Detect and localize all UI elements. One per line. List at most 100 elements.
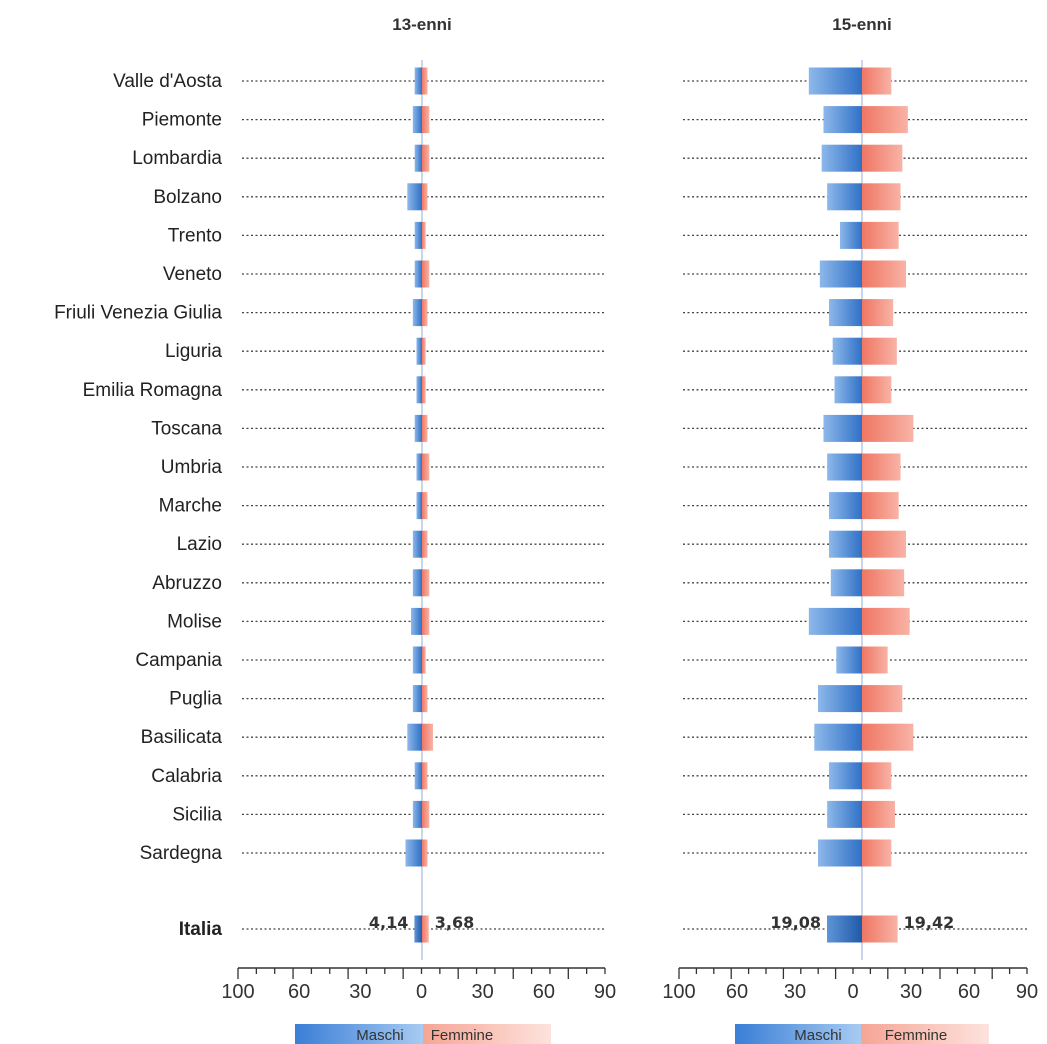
bar-femmine — [422, 299, 428, 327]
legend-label-maschi: Maschi — [356, 1027, 404, 1044]
bar-femmine — [862, 221, 899, 249]
bar-femmine — [422, 646, 426, 674]
region-label: Umbria — [161, 457, 223, 478]
bar-femmine — [862, 337, 897, 365]
bar-total-femmine — [862, 915, 898, 943]
bar-maschi — [416, 376, 422, 404]
bar-maschi — [416, 337, 422, 365]
region-label: Friuli Venezia Giulia — [54, 303, 222, 324]
region-label: Piemonte — [142, 110, 222, 131]
bar-maschi — [827, 183, 862, 211]
bar-femmine — [422, 492, 428, 520]
bar-maschi — [412, 800, 422, 828]
bar-femmine — [422, 376, 426, 404]
region-label: Valle d'Aosta — [113, 71, 222, 92]
bar-femmine — [862, 144, 903, 172]
region-label: Molise — [167, 611, 222, 632]
bar-maschi — [828, 530, 862, 558]
bar-femmine — [862, 376, 892, 404]
bar-femmine — [422, 453, 430, 481]
region-label: Marche — [159, 496, 222, 517]
x-tick-label: 60 — [288, 981, 310, 1003]
bar-femmine — [862, 607, 910, 635]
bar-femmine — [862, 183, 901, 211]
bar-femmine — [862, 762, 892, 790]
region-label: Toscana — [151, 418, 222, 439]
bar-femmine — [422, 607, 430, 635]
bar-maschi — [827, 800, 862, 828]
bar-femmine — [862, 839, 892, 867]
bar-maschi — [412, 530, 422, 558]
region-label-total: Italia — [179, 919, 223, 940]
bar-femmine — [862, 492, 899, 520]
panel-15-enni: 15-enni — [832, 15, 892, 34]
x-tick-label: 30 — [349, 981, 371, 1003]
bar-femmine — [422, 221, 426, 249]
data-label-total-maschi: 4,14 — [369, 913, 408, 932]
bar-femmine — [422, 530, 428, 558]
bar-femmine — [422, 414, 428, 442]
bar-maschi — [414, 67, 422, 95]
bar-maschi — [839, 221, 862, 249]
bar-maschi — [828, 299, 862, 327]
bar-femmine — [862, 646, 888, 674]
bar-total-maschi — [414, 915, 422, 943]
bar-maschi — [412, 569, 422, 597]
bar-femmine — [862, 723, 914, 751]
region-label: Emilia Romagna — [83, 380, 223, 401]
region-label: Veneto — [163, 264, 222, 285]
region-labels: Valle d'Aosta Piemonte Lombardia Bolzano Tre… — [54, 71, 222, 940]
region-label: Sicilia — [172, 804, 222, 825]
axes-layer: 100 60 30 0 30 60 90 100 60 30 0 30 60 90 — [221, 967, 1038, 1003]
bar-femmine — [422, 337, 426, 365]
bar-femmine — [862, 530, 907, 558]
bar-maschi — [412, 106, 422, 134]
legend-swatch-maschi — [295, 1024, 423, 1044]
bar-maschi — [808, 67, 862, 95]
bar-maschi — [828, 492, 862, 520]
x-tick-label: 0 — [847, 981, 858, 1003]
legend-label-femmine: Femmine — [431, 1027, 494, 1044]
bar-total-maschi — [827, 915, 862, 943]
bar-maschi — [412, 299, 422, 327]
bar-femmine — [862, 453, 901, 481]
bar-maschi — [823, 106, 862, 134]
x-tick-label: 60 — [726, 981, 748, 1003]
region-label: Liguria — [165, 341, 222, 362]
bar-femmine — [422, 685, 428, 713]
bar-femmine — [862, 800, 896, 828]
region-label: Basilicata — [141, 727, 223, 748]
region-label: Lombardia — [132, 148, 222, 169]
bar-maschi — [834, 376, 862, 404]
legend-swatch-maschi — [735, 1024, 861, 1044]
bar-maschi — [414, 414, 422, 442]
region-label: Abruzzo — [152, 573, 222, 594]
legend-swatch-femmine — [423, 1024, 551, 1044]
panel-title-13-enni: 13-enni — [392, 15, 452, 34]
region-label: Calabria — [151, 766, 222, 787]
x-tick-label: 30 — [784, 981, 806, 1003]
bar-femmine — [422, 839, 428, 867]
bar-femmine — [422, 260, 430, 288]
bar-femmine — [422, 67, 428, 95]
bar-maschi — [808, 607, 862, 635]
bar-femmine — [422, 183, 428, 211]
bar-maschi — [823, 414, 862, 442]
bar-maschi — [410, 607, 422, 635]
data-label-total-femmine: 3,68 — [435, 913, 474, 932]
bar-maschi — [827, 453, 862, 481]
bar-femmine — [862, 299, 894, 327]
x-tick-label: 30 — [900, 981, 922, 1003]
bar-maschi — [832, 337, 862, 365]
legend-label-maschi: Maschi — [794, 1027, 842, 1044]
bar-femmine — [862, 260, 907, 288]
bar-maschi — [828, 762, 862, 790]
data-label-total-maschi: 19,08 — [770, 913, 821, 932]
bar-maschi — [414, 762, 422, 790]
x-tick-label: 90 — [1016, 981, 1038, 1003]
bar-maschi — [416, 492, 422, 520]
bar-femmine — [422, 106, 430, 134]
region-label: Campania — [135, 650, 222, 671]
bar-maschi — [830, 569, 862, 597]
